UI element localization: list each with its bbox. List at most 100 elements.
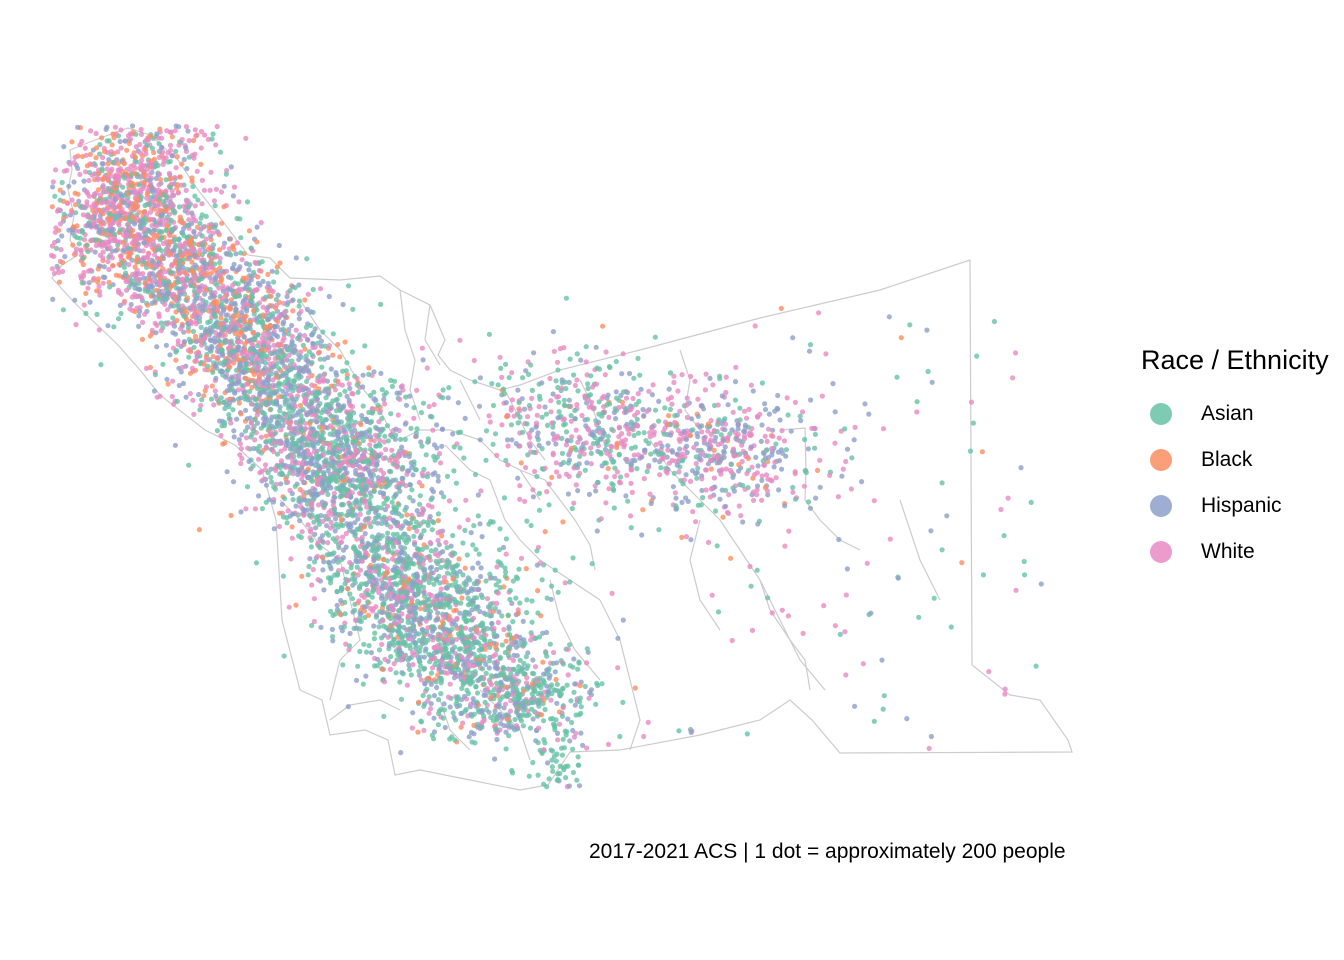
population-dot bbox=[117, 166, 123, 172]
population-dot bbox=[359, 558, 365, 564]
population-dot bbox=[118, 291, 124, 297]
population-dot bbox=[135, 277, 142, 283]
population-dot bbox=[100, 274, 106, 280]
population-dot bbox=[365, 612, 371, 619]
population-dot bbox=[228, 301, 235, 307]
population-dot bbox=[127, 136, 134, 142]
population-dot bbox=[132, 154, 138, 160]
population-dot bbox=[410, 498, 416, 504]
population-dot bbox=[280, 573, 286, 579]
population-dot bbox=[337, 354, 343, 360]
population-dot bbox=[231, 261, 237, 267]
population-dot bbox=[305, 359, 311, 365]
population-dot bbox=[236, 379, 242, 385]
population-dot bbox=[316, 334, 322, 340]
population-dot bbox=[413, 583, 419, 589]
population-dot bbox=[190, 183, 196, 190]
population-dot bbox=[429, 527, 435, 533]
population-dot bbox=[229, 386, 235, 392]
population-dot bbox=[192, 252, 198, 258]
population-dot bbox=[183, 124, 189, 130]
population-dot bbox=[191, 155, 197, 161]
population-dot bbox=[364, 587, 370, 594]
population-dot bbox=[235, 287, 241, 293]
population-dot bbox=[232, 330, 238, 336]
population-dot bbox=[289, 349, 295, 355]
population-dot bbox=[53, 167, 59, 173]
population-dot bbox=[308, 398, 314, 404]
population-dot bbox=[129, 257, 135, 263]
population-dot bbox=[184, 166, 190, 172]
population-dot bbox=[50, 184, 56, 190]
tract-line bbox=[599, 599, 641, 751]
population-dot bbox=[312, 326, 318, 332]
population-dot bbox=[361, 454, 367, 460]
population-dot bbox=[402, 507, 408, 513]
population-dot bbox=[276, 440, 282, 446]
population-dot bbox=[380, 476, 386, 482]
population-dot bbox=[535, 610, 541, 616]
population-dot bbox=[207, 347, 213, 353]
population-dot bbox=[275, 334, 281, 340]
population-dot bbox=[242, 285, 248, 291]
population-dot bbox=[346, 411, 352, 417]
population-dot bbox=[306, 474, 312, 480]
population-dot bbox=[182, 270, 188, 276]
population-dot bbox=[247, 388, 253, 395]
population-dot bbox=[212, 314, 219, 320]
population-dot bbox=[378, 595, 385, 602]
population-dot bbox=[142, 311, 148, 317]
population-dot bbox=[198, 128, 204, 135]
population-dot bbox=[376, 532, 382, 538]
population-dot bbox=[304, 460, 310, 466]
population-dot bbox=[233, 306, 239, 312]
population-dot bbox=[177, 214, 183, 220]
population-dot bbox=[66, 227, 72, 233]
population-dot bbox=[309, 352, 315, 358]
population-dot bbox=[94, 288, 100, 294]
population-dot bbox=[315, 481, 321, 487]
population-dot bbox=[354, 375, 360, 381]
population-dot bbox=[373, 604, 379, 610]
population-dot bbox=[230, 320, 236, 326]
population-dot bbox=[141, 275, 147, 281]
population-dot bbox=[261, 370, 267, 376]
population-dot bbox=[136, 313, 142, 319]
population-dot bbox=[333, 538, 339, 545]
population-dot bbox=[98, 362, 104, 368]
population-dot bbox=[253, 355, 259, 361]
population-dot bbox=[126, 140, 132, 146]
population-dot bbox=[146, 172, 152, 178]
population-dot bbox=[345, 283, 352, 289]
population-dot bbox=[423, 452, 429, 458]
population-dot bbox=[123, 234, 129, 240]
population-dot bbox=[188, 282, 194, 289]
population-dot bbox=[183, 394, 189, 400]
population-dot bbox=[368, 473, 374, 479]
tract-line bbox=[649, 439, 811, 691]
population-dot bbox=[435, 537, 441, 544]
population-dot bbox=[265, 271, 271, 277]
population-dot bbox=[228, 420, 234, 426]
population-dot bbox=[214, 123, 220, 130]
population-dot bbox=[191, 344, 197, 350]
population-dot bbox=[196, 391, 202, 398]
population-dot bbox=[150, 189, 156, 195]
population-dot bbox=[164, 248, 170, 254]
population-dot bbox=[304, 441, 310, 447]
population-dot bbox=[144, 211, 150, 218]
population-dot bbox=[403, 402, 410, 408]
population-dot bbox=[173, 148, 179, 154]
population-dot bbox=[388, 377, 394, 383]
population-dot bbox=[251, 371, 257, 377]
population-dot bbox=[357, 511, 363, 517]
population-dot bbox=[389, 550, 396, 556]
population-dot bbox=[149, 271, 156, 277]
population-dot bbox=[201, 302, 208, 308]
population-dot bbox=[167, 251, 173, 257]
population-dot bbox=[247, 319, 253, 325]
population-dot bbox=[331, 558, 337, 564]
population-dot bbox=[355, 389, 361, 395]
population-dot bbox=[315, 577, 321, 583]
population-dot bbox=[115, 195, 121, 201]
